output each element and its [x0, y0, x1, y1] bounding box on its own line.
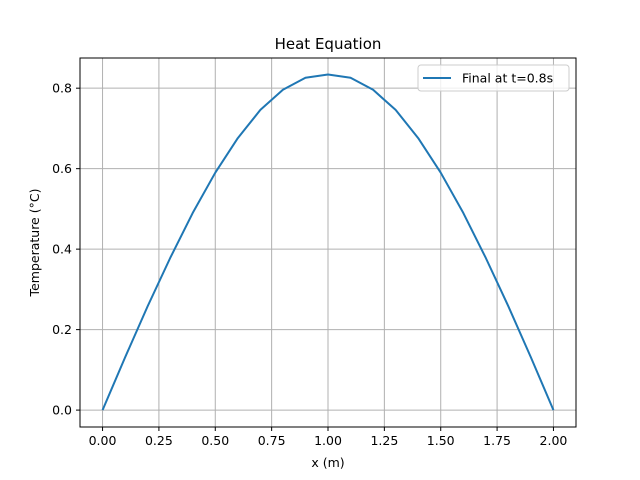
- x-tick-label: 0.00: [89, 433, 117, 448]
- x-tick-label: 0.25: [145, 433, 173, 448]
- x-tick-label: 1.00: [314, 433, 342, 448]
- x-axis-ticks: 0.00 0.25 0.50 0.75 1.00 1.25 1.50 1.75 2.00: [89, 427, 568, 448]
- x-tick-label: 1.25: [370, 433, 398, 448]
- legend-label: Final at t=0.8s: [462, 71, 553, 86]
- y-tick-label: 0.4: [52, 242, 72, 257]
- legend-box: [417, 64, 570, 92]
- series-line: [101, 73, 555, 411]
- y-axis-label: Temperature (°C): [27, 189, 42, 298]
- grid-lines: [80, 58, 576, 427]
- y-tick-label: 0.0: [52, 403, 72, 418]
- y-axis-ticks: 0.0 0.2 0.4 0.6 0.8: [52, 81, 80, 418]
- y-tick-label: 0.8: [52, 81, 72, 96]
- series-layer: [101, 73, 555, 411]
- x-tick-label: 1.75: [483, 433, 511, 448]
- x-axis-label: x (m): [311, 455, 344, 470]
- x-tick-label: 2.00: [540, 433, 568, 448]
- y-tick-label: 0.2: [52, 322, 72, 337]
- x-tick-label: 0.75: [258, 433, 286, 448]
- legend: Final at t=0.8s: [417, 64, 570, 92]
- x-tick-label: 1.50: [427, 433, 455, 448]
- x-tick-label: 0.50: [201, 433, 229, 448]
- y-tick-label: 0.6: [52, 161, 72, 176]
- chart-title: Heat Equation: [275, 35, 382, 53]
